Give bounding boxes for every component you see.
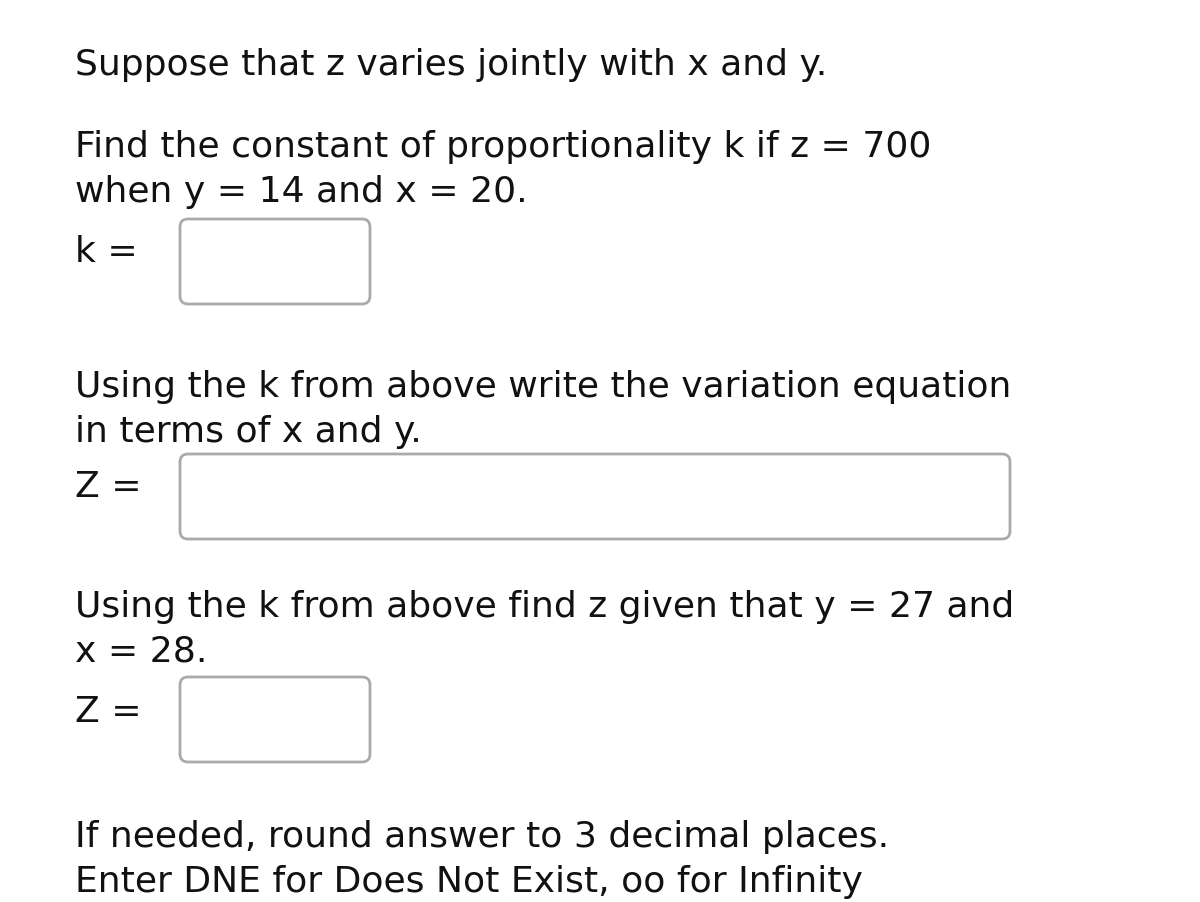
Text: Using the k from above write the variation equation: Using the k from above write the variati… <box>74 370 1012 403</box>
Text: when y = 14 and x = 20.: when y = 14 and x = 20. <box>74 175 528 208</box>
Text: Z =: Z = <box>74 469 142 503</box>
Text: Z =: Z = <box>74 695 142 728</box>
Text: If needed, round answer to 3 decimal places.: If needed, round answer to 3 decimal pla… <box>74 819 889 853</box>
Text: Enter DNE for Does Not Exist, oo for Infinity: Enter DNE for Does Not Exist, oo for Inf… <box>74 864 863 898</box>
Text: k =: k = <box>74 235 138 269</box>
Text: in terms of x and y.: in terms of x and y. <box>74 415 421 448</box>
Text: Suppose that z varies jointly with x and y.: Suppose that z varies jointly with x and… <box>74 48 827 82</box>
Text: Find the constant of proportionality k if z = 700: Find the constant of proportionality k i… <box>74 130 931 164</box>
FancyBboxPatch shape <box>180 455 1010 539</box>
FancyBboxPatch shape <box>180 220 370 305</box>
FancyBboxPatch shape <box>180 677 370 762</box>
Text: Using the k from above find z given that y = 27 and: Using the k from above find z given that… <box>74 589 1014 623</box>
Text: x = 28.: x = 28. <box>74 634 208 668</box>
